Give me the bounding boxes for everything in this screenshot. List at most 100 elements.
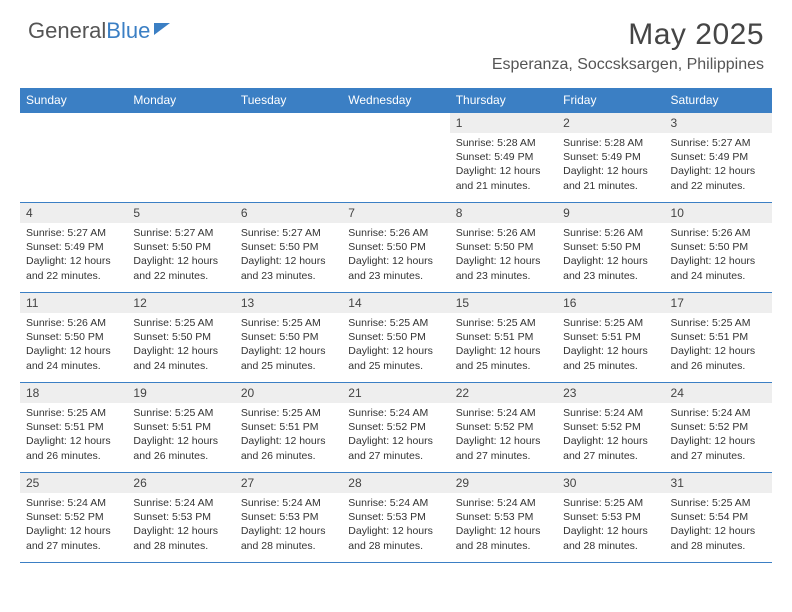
- calendar-day-cell: 30Sunrise: 5:25 AMSunset: 5:53 PMDayligh…: [557, 473, 664, 563]
- calendar-day-cell: 29Sunrise: 5:24 AMSunset: 5:53 PMDayligh…: [450, 473, 557, 563]
- calendar-week-row: 1Sunrise: 5:28 AMSunset: 5:49 PMDaylight…: [20, 113, 772, 203]
- day-content: Sunrise: 5:25 AMSunset: 5:51 PMDaylight:…: [20, 403, 127, 467]
- calendar-day-cell: 28Sunrise: 5:24 AMSunset: 5:53 PMDayligh…: [342, 473, 449, 563]
- day-number: 9: [557, 203, 664, 223]
- day-content: Sunrise: 5:24 AMSunset: 5:53 PMDaylight:…: [127, 493, 234, 557]
- logo-text: GeneralBlue: [28, 18, 150, 44]
- calendar-day-cell: 6Sunrise: 5:27 AMSunset: 5:50 PMDaylight…: [235, 203, 342, 293]
- calendar-day-cell: 25Sunrise: 5:24 AMSunset: 5:52 PMDayligh…: [20, 473, 127, 563]
- day-content: Sunrise: 5:25 AMSunset: 5:53 PMDaylight:…: [557, 493, 664, 557]
- day-number: 19: [127, 383, 234, 403]
- day-content: Sunrise: 5:26 AMSunset: 5:50 PMDaylight:…: [20, 313, 127, 377]
- calendar-day-cell: 18Sunrise: 5:25 AMSunset: 5:51 PMDayligh…: [20, 383, 127, 473]
- calendar-day-cell: 17Sunrise: 5:25 AMSunset: 5:51 PMDayligh…: [665, 293, 772, 383]
- page-title: May 2025: [492, 18, 764, 52]
- day-content: Sunrise: 5:27 AMSunset: 5:49 PMDaylight:…: [20, 223, 127, 287]
- day-number: 24: [665, 383, 772, 403]
- logo-word1: General: [28, 18, 106, 43]
- day-content: Sunrise: 5:25 AMSunset: 5:51 PMDaylight:…: [450, 313, 557, 377]
- day-content: Sunrise: 5:25 AMSunset: 5:51 PMDaylight:…: [127, 403, 234, 467]
- weekday-header: Monday: [127, 88, 234, 113]
- day-number: 1: [450, 113, 557, 133]
- calendar-day-cell: 8Sunrise: 5:26 AMSunset: 5:50 PMDaylight…: [450, 203, 557, 293]
- calendar-day-cell: [20, 113, 127, 203]
- day-number: 10: [665, 203, 772, 223]
- day-number: 31: [665, 473, 772, 493]
- day-number: 11: [20, 293, 127, 313]
- calendar-week-row: 25Sunrise: 5:24 AMSunset: 5:52 PMDayligh…: [20, 473, 772, 563]
- calendar-day-cell: [127, 113, 234, 203]
- day-number: 2: [557, 113, 664, 133]
- day-content: Sunrise: 5:24 AMSunset: 5:52 PMDaylight:…: [342, 403, 449, 467]
- logo: GeneralBlue: [28, 18, 170, 44]
- calendar-day-cell: 31Sunrise: 5:25 AMSunset: 5:54 PMDayligh…: [665, 473, 772, 563]
- weekday-header: Thursday: [450, 88, 557, 113]
- day-number: 21: [342, 383, 449, 403]
- calendar-day-cell: [342, 113, 449, 203]
- calendar-day-cell: 11Sunrise: 5:26 AMSunset: 5:50 PMDayligh…: [20, 293, 127, 383]
- calendar-day-cell: 19Sunrise: 5:25 AMSunset: 5:51 PMDayligh…: [127, 383, 234, 473]
- calendar-day-cell: 15Sunrise: 5:25 AMSunset: 5:51 PMDayligh…: [450, 293, 557, 383]
- day-content: Sunrise: 5:24 AMSunset: 5:53 PMDaylight:…: [235, 493, 342, 557]
- day-number: 29: [450, 473, 557, 493]
- calendar-week-row: 11Sunrise: 5:26 AMSunset: 5:50 PMDayligh…: [20, 293, 772, 383]
- day-number: 6: [235, 203, 342, 223]
- calendar-day-cell: 1Sunrise: 5:28 AMSunset: 5:49 PMDaylight…: [450, 113, 557, 203]
- day-content: Sunrise: 5:24 AMSunset: 5:52 PMDaylight:…: [450, 403, 557, 467]
- title-block: May 2025 Esperanza, Soccsksargen, Philip…: [492, 18, 764, 74]
- day-content: Sunrise: 5:25 AMSunset: 5:50 PMDaylight:…: [127, 313, 234, 377]
- calendar-day-cell: 13Sunrise: 5:25 AMSunset: 5:50 PMDayligh…: [235, 293, 342, 383]
- day-content: Sunrise: 5:27 AMSunset: 5:50 PMDaylight:…: [127, 223, 234, 287]
- day-content: Sunrise: 5:28 AMSunset: 5:49 PMDaylight:…: [450, 133, 557, 197]
- day-content: Sunrise: 5:27 AMSunset: 5:49 PMDaylight:…: [665, 133, 772, 197]
- day-number: 7: [342, 203, 449, 223]
- day-content: Sunrise: 5:25 AMSunset: 5:51 PMDaylight:…: [665, 313, 772, 377]
- calendar-day-cell: 23Sunrise: 5:24 AMSunset: 5:52 PMDayligh…: [557, 383, 664, 473]
- day-number: 28: [342, 473, 449, 493]
- day-number: 20: [235, 383, 342, 403]
- header: GeneralBlue May 2025 Esperanza, Soccsksa…: [0, 0, 792, 78]
- day-number: 16: [557, 293, 664, 313]
- day-content: Sunrise: 5:25 AMSunset: 5:50 PMDaylight:…: [235, 313, 342, 377]
- weekday-header: Saturday: [665, 88, 772, 113]
- calendar-day-cell: 22Sunrise: 5:24 AMSunset: 5:52 PMDayligh…: [450, 383, 557, 473]
- day-content: Sunrise: 5:26 AMSunset: 5:50 PMDaylight:…: [665, 223, 772, 287]
- day-content: Sunrise: 5:26 AMSunset: 5:50 PMDaylight:…: [557, 223, 664, 287]
- day-content: Sunrise: 5:25 AMSunset: 5:51 PMDaylight:…: [557, 313, 664, 377]
- location-text: Esperanza, Soccsksargen, Philippines: [492, 56, 764, 74]
- day-number: 4: [20, 203, 127, 223]
- calendar-week-row: 18Sunrise: 5:25 AMSunset: 5:51 PMDayligh…: [20, 383, 772, 473]
- day-content: Sunrise: 5:24 AMSunset: 5:52 PMDaylight:…: [557, 403, 664, 467]
- weekday-header: Sunday: [20, 88, 127, 113]
- day-content: Sunrise: 5:24 AMSunset: 5:52 PMDaylight:…: [665, 403, 772, 467]
- day-content: Sunrise: 5:25 AMSunset: 5:54 PMDaylight:…: [665, 493, 772, 557]
- day-content: Sunrise: 5:25 AMSunset: 5:51 PMDaylight:…: [235, 403, 342, 467]
- calendar-day-cell: 16Sunrise: 5:25 AMSunset: 5:51 PMDayligh…: [557, 293, 664, 383]
- day-number: 22: [450, 383, 557, 403]
- calendar-day-cell: 14Sunrise: 5:25 AMSunset: 5:50 PMDayligh…: [342, 293, 449, 383]
- calendar-day-cell: 20Sunrise: 5:25 AMSunset: 5:51 PMDayligh…: [235, 383, 342, 473]
- calendar-day-cell: 7Sunrise: 5:26 AMSunset: 5:50 PMDaylight…: [342, 203, 449, 293]
- day-content: Sunrise: 5:28 AMSunset: 5:49 PMDaylight:…: [557, 133, 664, 197]
- calendar-body: 1Sunrise: 5:28 AMSunset: 5:49 PMDaylight…: [20, 113, 772, 563]
- weekday-header-row: Sunday Monday Tuesday Wednesday Thursday…: [20, 88, 772, 113]
- weekday-header: Tuesday: [235, 88, 342, 113]
- calendar-day-cell: 12Sunrise: 5:25 AMSunset: 5:50 PMDayligh…: [127, 293, 234, 383]
- day-number: 5: [127, 203, 234, 223]
- logo-word2: Blue: [106, 18, 150, 43]
- day-content: Sunrise: 5:24 AMSunset: 5:53 PMDaylight:…: [342, 493, 449, 557]
- day-number: 27: [235, 473, 342, 493]
- calendar-week-row: 4Sunrise: 5:27 AMSunset: 5:49 PMDaylight…: [20, 203, 772, 293]
- day-content: Sunrise: 5:26 AMSunset: 5:50 PMDaylight:…: [450, 223, 557, 287]
- day-number: 3: [665, 113, 772, 133]
- calendar-day-cell: [235, 113, 342, 203]
- logo-triangle-icon: [154, 23, 170, 35]
- day-content: Sunrise: 5:27 AMSunset: 5:50 PMDaylight:…: [235, 223, 342, 287]
- day-content: Sunrise: 5:24 AMSunset: 5:52 PMDaylight:…: [20, 493, 127, 557]
- calendar-day-cell: 26Sunrise: 5:24 AMSunset: 5:53 PMDayligh…: [127, 473, 234, 563]
- day-number: 12: [127, 293, 234, 313]
- calendar-day-cell: 27Sunrise: 5:24 AMSunset: 5:53 PMDayligh…: [235, 473, 342, 563]
- day-content: Sunrise: 5:25 AMSunset: 5:50 PMDaylight:…: [342, 313, 449, 377]
- calendar-table: Sunday Monday Tuesday Wednesday Thursday…: [20, 88, 772, 563]
- day-number: 15: [450, 293, 557, 313]
